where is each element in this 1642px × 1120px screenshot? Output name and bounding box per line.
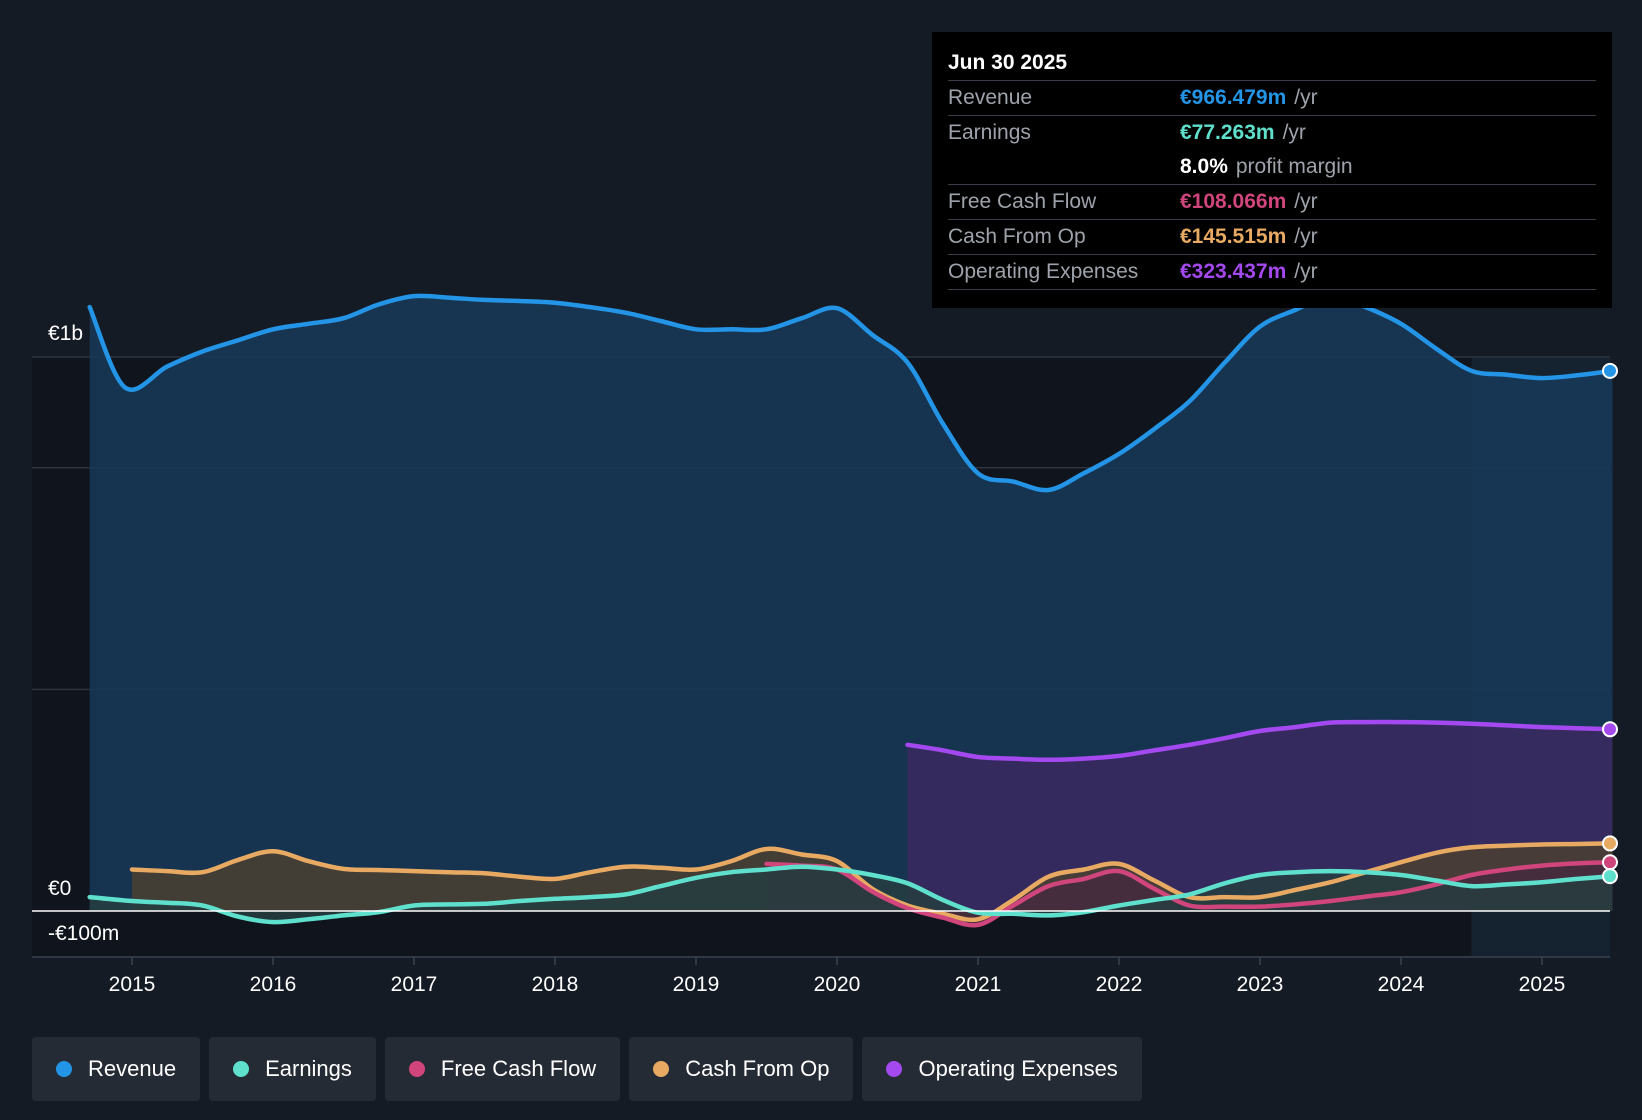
- y-label-zero: €0: [48, 877, 71, 900]
- tooltip-unit: profit margin: [1235, 155, 1353, 178]
- tooltip-date: Jun 30 2025: [948, 51, 1068, 74]
- tooltip-value: €108.066m: [1180, 190, 1287, 213]
- tooltip-value: €323.437m: [1180, 260, 1287, 283]
- line-operating-expenses: [905, 719, 1615, 763]
- legend-dot-icon: [233, 1061, 250, 1077]
- tooltip-row-cash-from-op: Cash From Op €145.515m /yr: [948, 219, 1596, 254]
- legend-label: Revenue: [88, 1056, 177, 1081]
- x-tick-label: 2015: [109, 973, 156, 996]
- tooltip-row-free-cash-flow: Free Cash Flow €108.066m /yr: [948, 184, 1596, 219]
- tooltip-label: Revenue: [948, 86, 1033, 109]
- tooltip-value: €966.479m: [1180, 86, 1287, 109]
- legend-dot-icon: [886, 1061, 903, 1077]
- marker-revenue: [1602, 362, 1618, 379]
- legend-label: Earnings: [265, 1056, 352, 1081]
- tooltip-value: €145.515m: [1180, 225, 1287, 248]
- y-label-top: €1b: [48, 322, 83, 345]
- legend: Revenue Earnings Free Cash Flow Cash Fro…: [32, 1037, 1142, 1101]
- x-tick-label: 2025: [1519, 973, 1566, 996]
- marker-cash-from-op: [1602, 835, 1618, 852]
- x-axis-ticks: 2015 2016 2017 2018 2019 2020 2021 2022 2023 2024…: [109, 957, 1566, 996]
- axes: €1b €0 -€100m: [48, 322, 119, 945]
- x-tick-label: 2017: [391, 973, 438, 996]
- legend-dot-icon: [56, 1061, 72, 1077]
- y-label-negative: -€100m: [48, 922, 119, 945]
- x-tick-label: 2016: [250, 973, 297, 996]
- tooltip-unit: /yr: [1294, 225, 1318, 248]
- marker-operating-expenses: [1602, 721, 1618, 738]
- x-tick-label: 2023: [1237, 973, 1284, 996]
- tooltip-row-profit-margin: 8.0% profit margin: [948, 150, 1596, 184]
- tooltip-label: [948, 150, 1180, 184]
- tooltip-label: Operating Expenses: [948, 260, 1139, 283]
- tooltip-unit: /yr: [1294, 86, 1318, 109]
- tooltip-unit: /yr: [1294, 260, 1318, 283]
- x-tick-label: 2018: [532, 973, 579, 996]
- tooltip-label: Earnings: [948, 121, 1031, 144]
- tooltip-unit: /yr: [1294, 190, 1318, 213]
- tooltip-row-earnings: Earnings €77.263m /yr: [948, 115, 1596, 150]
- legend-item-cash-from-op[interactable]: Cash From Op: [629, 1037, 854, 1101]
- x-tick-label: 2019: [673, 973, 720, 996]
- legend-label: Free Cash Flow: [440, 1056, 597, 1081]
- tooltip-label: Free Cash Flow: [948, 190, 1097, 213]
- legend-item-revenue[interactable]: Revenue: [32, 1037, 201, 1101]
- x-tick-label: 2021: [955, 973, 1002, 996]
- tooltip-value: €77.263m: [1180, 121, 1275, 144]
- legend-dot-icon: [653, 1061, 670, 1077]
- x-tick-label: 2020: [814, 973, 861, 996]
- legend-label: Cash From Op: [685, 1056, 830, 1081]
- tooltip-row-revenue: Revenue €966.479m /yr: [948, 80, 1596, 115]
- x-tick-label: 2024: [1378, 973, 1425, 996]
- marker-free-cash-flow: [1602, 854, 1618, 871]
- tooltip: Jun 30 2025 Revenue €966.479m /yr Earnin…: [932, 32, 1612, 308]
- x-tick-label: 2022: [1096, 973, 1143, 996]
- tooltip-row-operating-expenses: Operating Expenses €323.437m /yr: [948, 254, 1596, 290]
- tooltip-value: 8.0%: [1180, 155, 1228, 178]
- legend-label: Operating Expenses: [918, 1056, 1118, 1081]
- legend-item-free-cash-flow[interactable]: Free Cash Flow: [384, 1037, 621, 1101]
- line-free-cash-flow: [764, 859, 1615, 928]
- series-fills: [89, 295, 1613, 926]
- tooltip-label: Cash From Op: [948, 225, 1086, 248]
- legend-dot-icon: [408, 1061, 425, 1077]
- legend-item-operating-expenses[interactable]: Operating Expenses: [862, 1037, 1142, 1101]
- legend-item-earnings[interactable]: Earnings: [209, 1037, 376, 1101]
- marker-earnings: [1602, 868, 1618, 885]
- tooltip-unit: /yr: [1282, 121, 1306, 144]
- end-markers: [1602, 362, 1618, 885]
- line-earnings: [87, 864, 1615, 925]
